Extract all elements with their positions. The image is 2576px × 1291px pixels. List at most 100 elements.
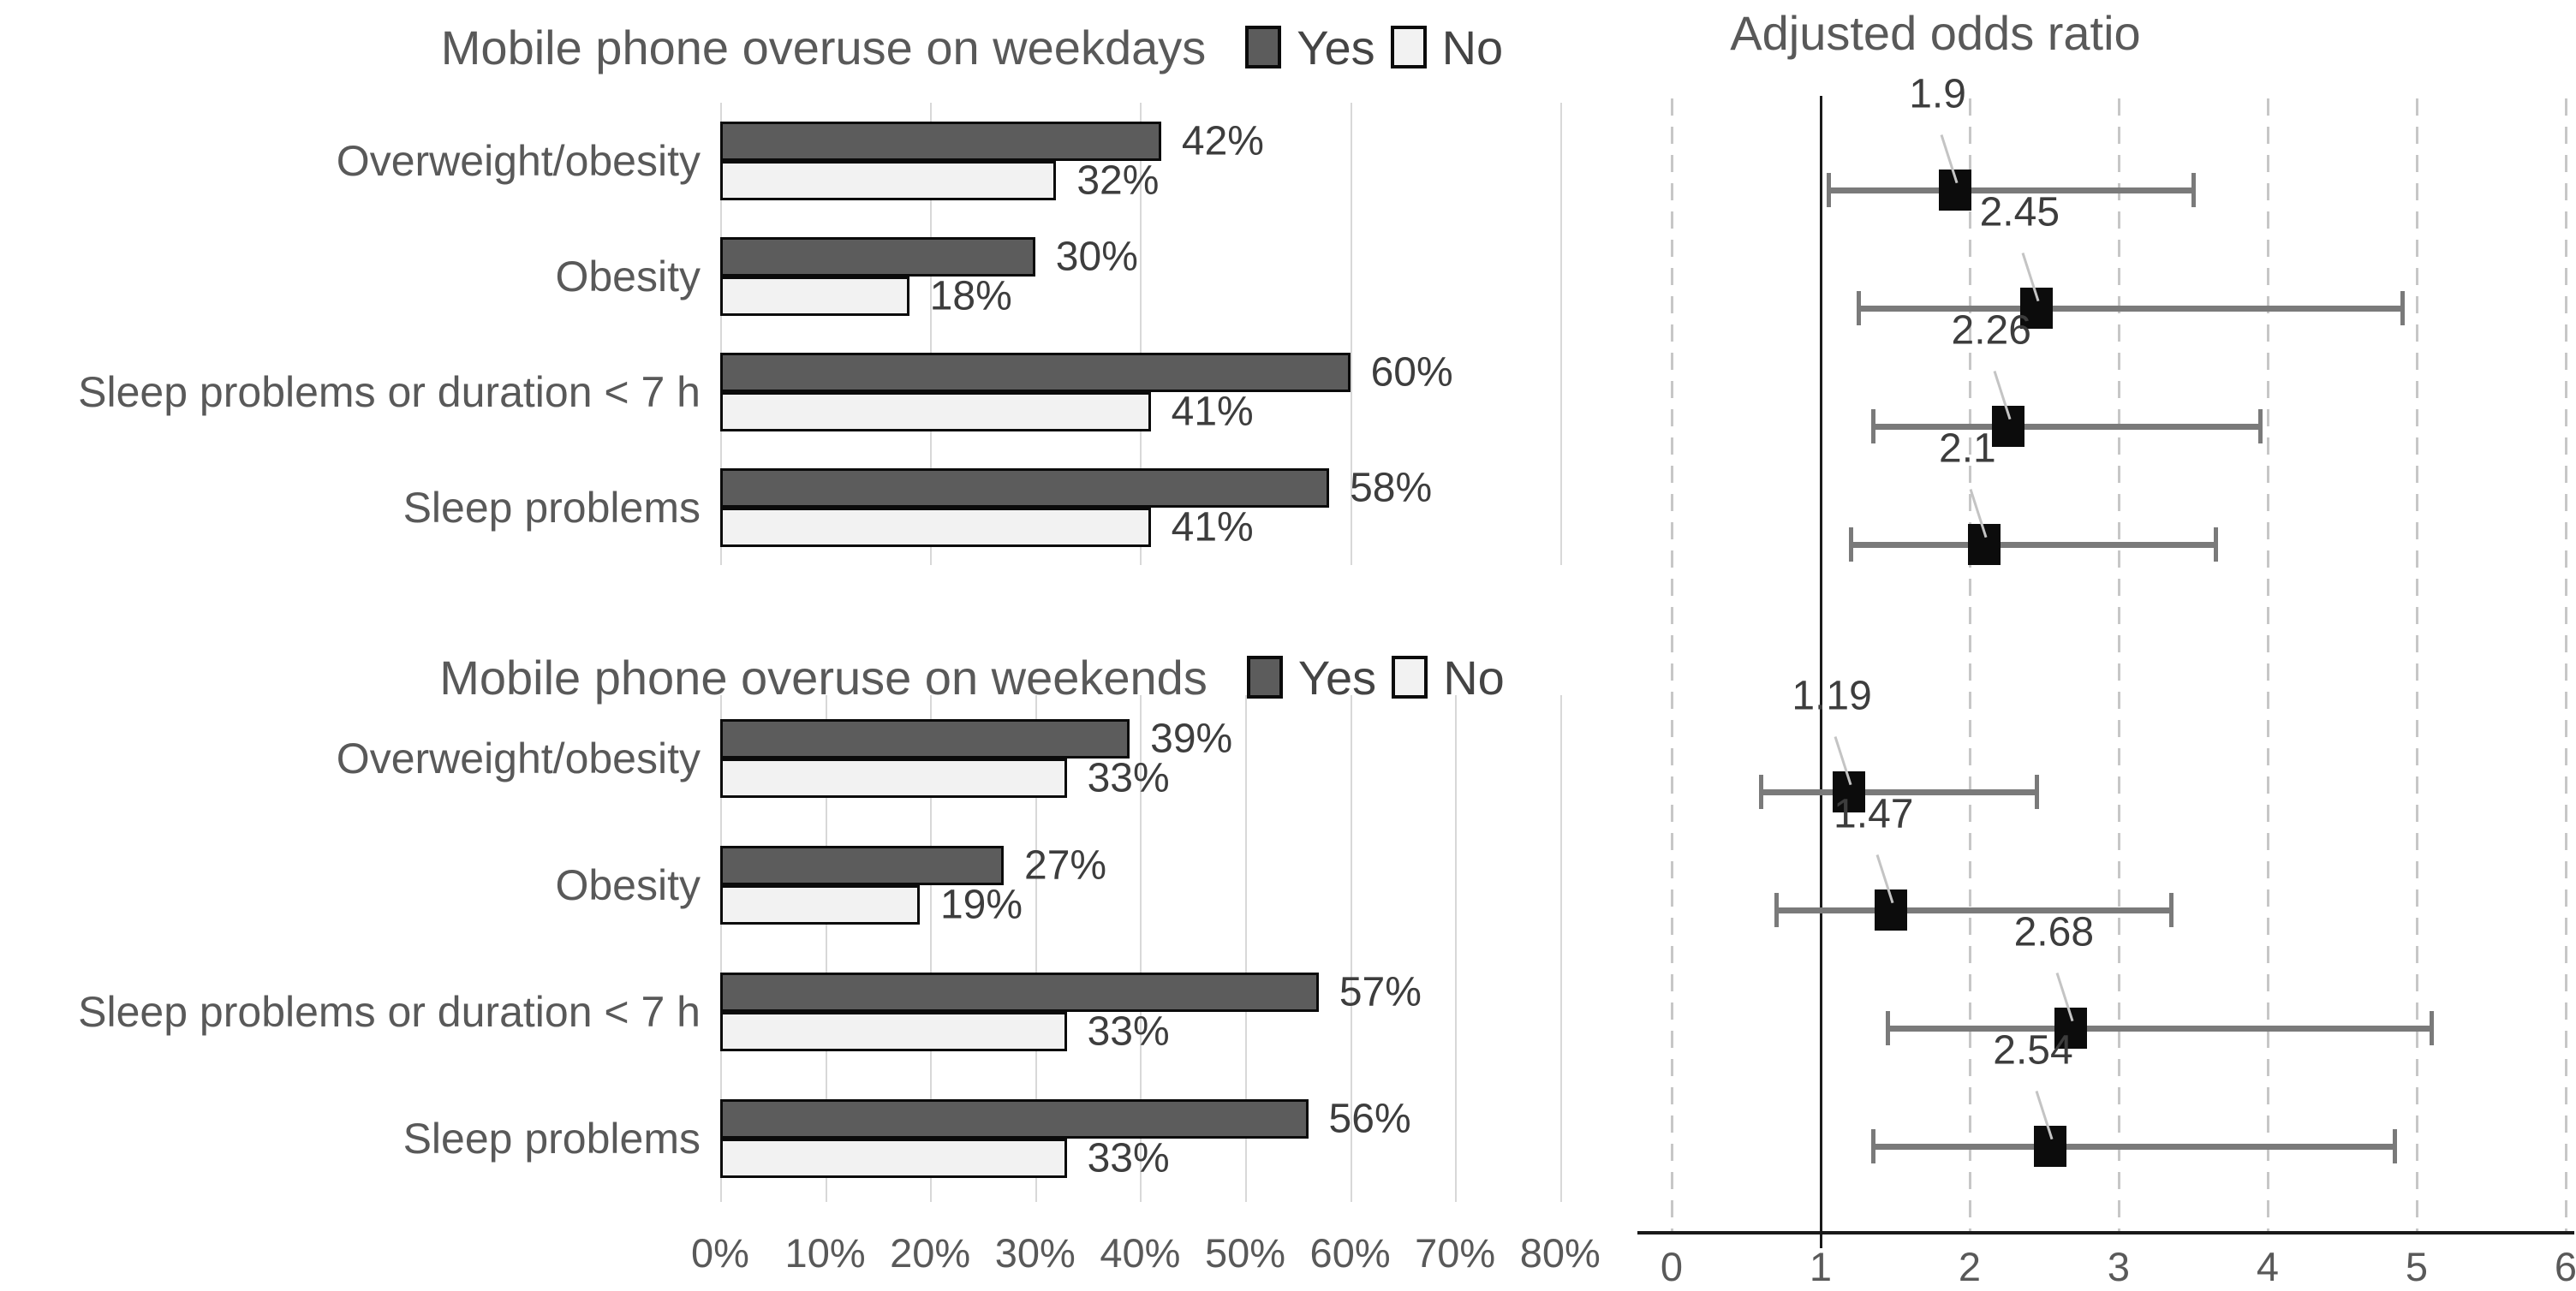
gridline-80pct — [1559, 695, 1562, 1202]
value-label-yes: 27% — [1024, 842, 1107, 889]
ci-cap-high — [2430, 1011, 2435, 1045]
bar-yes — [720, 236, 1035, 277]
value-label-yes: 57% — [1339, 969, 1422, 1015]
bar-yes — [720, 352, 1351, 392]
legend-label-yes: Yes — [1297, 20, 1375, 74]
or-axis-line — [1637, 1231, 2574, 1234]
forest-title: Adjusted odds ratio — [1730, 6, 2141, 60]
percent-axis-tick: 0% — [691, 1230, 749, 1276]
chart-title-weekends: Mobile phone overuse on weekends — [439, 650, 1208, 705]
ci-whisker — [1872, 1144, 2394, 1150]
weekend-title-row: Mobile phone overuse on weekends Yes No — [197, 647, 1747, 707]
value-label-no: 33% — [1087, 1135, 1170, 1181]
category-label: Obesity — [555, 861, 701, 909]
or-gridline-5 — [2416, 98, 2418, 1233]
ci-whisker — [1775, 907, 2171, 913]
bar-no — [720, 276, 909, 316]
category-label: Sleep problems — [402, 483, 701, 532]
bar-no — [720, 507, 1151, 547]
bar-no — [720, 1012, 1067, 1051]
or-gridline-0 — [1671, 98, 1673, 1233]
category-label: Overweight/obesity — [336, 735, 701, 782]
value-label-yes: 58% — [1350, 465, 1433, 510]
bar-yes — [720, 1099, 1309, 1139]
category-label: Overweight/obesity — [336, 136, 701, 185]
legend-swatch-yes — [1245, 26, 1282, 68]
value-label-no: 33% — [1087, 755, 1170, 801]
or-value-label: 2.26 — [1951, 307, 2031, 354]
value-label-yes: 42% — [1181, 118, 1264, 164]
category-label: Sleep problems or duration < 7 h — [78, 367, 701, 416]
ci-whisker — [1850, 542, 2216, 548]
ci-whisker — [1887, 1026, 2432, 1032]
ci-cap-high — [2258, 409, 2263, 443]
legend-weekdays: Yes No — [1245, 20, 1503, 75]
gridline-20pct — [930, 695, 933, 1202]
chart-title-weekdays: Mobile phone overuse on weekdays — [440, 20, 1207, 74]
ci-cap-high — [2191, 173, 2196, 207]
ci-cap-high — [2392, 1129, 2397, 1163]
percent-axis-tick: 80% — [1519, 1230, 1601, 1276]
or-axis-tick: 4 — [2256, 1244, 2280, 1289]
ci-cap-high — [2168, 893, 2174, 927]
legend-label-no: No — [1443, 650, 1505, 705]
value-label-no: 41% — [1171, 389, 1254, 434]
bar-no — [720, 1139, 1067, 1178]
ci-whisker — [1857, 306, 2402, 312]
percent-axis-tick: 40% — [1100, 1230, 1181, 1276]
percent-axis-tick: 30% — [994, 1230, 1076, 1276]
ci-whisker — [1761, 789, 2037, 795]
ci-cap-low — [1886, 1011, 1891, 1045]
value-label-no: 33% — [1087, 1008, 1170, 1055]
or-gridline-6 — [2565, 98, 2567, 1233]
bar-no — [720, 759, 1067, 798]
ci-cap-low — [1870, 1129, 1875, 1163]
gridline-0pct — [720, 103, 722, 565]
or-axis-tick: 5 — [2405, 1244, 2429, 1289]
or-axis-tick: 6 — [2554, 1244, 2576, 1289]
ci-cap-low — [1848, 527, 1853, 562]
or-value-label: 2.54 — [1993, 1027, 2073, 1074]
or-value-label: 1.9 — [1909, 71, 1966, 117]
gridline-40pct — [1140, 103, 1142, 565]
ci-whisker — [1872, 424, 2261, 430]
value-label-no: 19% — [939, 882, 1023, 928]
gridline-30pct — [1035, 695, 1037, 1202]
or-axis-tick: 2 — [1958, 1244, 1982, 1289]
gridline-10pct — [825, 695, 827, 1202]
weekday-title-row: Mobile phone overuse on weekdays Yes No — [197, 17, 1747, 77]
or-value-label: 2.45 — [1979, 189, 2060, 235]
ci-cap-high — [2400, 291, 2405, 325]
percent-axis-tick: 70% — [1415, 1230, 1496, 1276]
ci-cap-high — [2035, 775, 2040, 809]
or-value-label: 2.1 — [1939, 425, 1996, 472]
legend-swatch-yes — [1246, 656, 1283, 699]
or-value-label: 1.19 — [1792, 673, 1872, 719]
gridline-70pct — [1455, 695, 1458, 1202]
gridline-0pct — [720, 695, 722, 1202]
gridline-50pct — [1245, 695, 1247, 1202]
or-gridline-3 — [2118, 98, 2120, 1233]
value-label-yes: 60% — [1370, 349, 1453, 395]
legend-label-no: No — [1441, 20, 1504, 74]
value-label-yes: 30% — [1055, 234, 1138, 279]
percent-axis-tick: 50% — [1204, 1230, 1286, 1276]
ci-cap-low — [1826, 173, 1831, 207]
legend-weekends: Yes No — [1246, 650, 1505, 705]
ci-cap-low — [1856, 291, 1861, 325]
value-label-no: 41% — [1171, 504, 1254, 550]
percent-axis-tick: 10% — [784, 1230, 866, 1276]
or-axis-tick: 1 — [1809, 1244, 1833, 1289]
value-label-no: 18% — [929, 273, 1012, 318]
gridline-40pct — [1140, 695, 1142, 1202]
legend-swatch-no — [1390, 26, 1427, 68]
ci-whisker — [1828, 187, 2193, 193]
reference-line-or-1 — [1820, 96, 1822, 1248]
or-axis-tick: 3 — [2107, 1244, 2131, 1289]
gridline-60pct — [1350, 695, 1352, 1202]
value-label-no: 32% — [1076, 158, 1160, 203]
bar-yes — [720, 846, 1005, 885]
ci-cap-low — [1774, 893, 1779, 927]
